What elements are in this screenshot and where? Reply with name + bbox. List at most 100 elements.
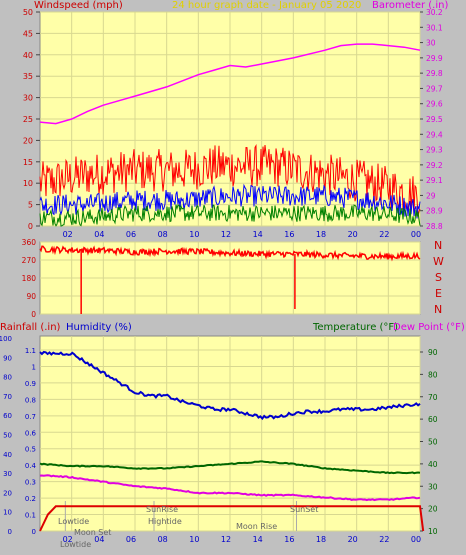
time-tick-label: 02 bbox=[63, 230, 73, 239]
direction-tick-label: 0 bbox=[31, 310, 36, 319]
rainfall-series bbox=[39, 505, 425, 532]
event-lowtide-2: Lowtide bbox=[60, 540, 92, 549]
windspeed-tick-label: 35 bbox=[23, 72, 33, 81]
rainfall-tick-label: 1.1 bbox=[25, 347, 36, 355]
rainfall-tick-label: 0.2 bbox=[25, 495, 36, 503]
time-tick-label: 04 bbox=[94, 535, 104, 544]
humidity-tick-label: 60 bbox=[3, 412, 12, 420]
humidity-tick-label: 70 bbox=[3, 393, 12, 401]
barometer-tick-label: 29.3 bbox=[426, 146, 443, 155]
event-sunset: SunSet bbox=[290, 505, 319, 514]
temperature-series bbox=[39, 460, 421, 475]
temperature-line bbox=[39, 460, 421, 475]
temperature-axis-title: Temperature (°F) bbox=[313, 322, 399, 333]
barometer-series bbox=[39, 43, 421, 125]
direction-label-w: W bbox=[433, 255, 444, 268]
rainfall-line bbox=[39, 505, 425, 532]
windspeed-tick-label: 50 bbox=[23, 8, 33, 17]
humidity-tick-label: 90 bbox=[3, 354, 12, 362]
wind-direction-series bbox=[39, 245, 421, 314]
gust-series bbox=[39, 143, 421, 217]
time-tick-label: 02 bbox=[63, 535, 73, 544]
time-tick-label: 06 bbox=[126, 230, 136, 239]
time-tick-label: 04 bbox=[94, 230, 104, 239]
barometer-tick-label: 29.1 bbox=[426, 176, 443, 185]
temperature-tick-label: 80 bbox=[428, 370, 438, 379]
direction-label-n: N bbox=[434, 239, 443, 252]
temperature-tick-label: 40 bbox=[428, 460, 438, 469]
windspeed-tick-label: 30 bbox=[23, 94, 33, 103]
humidity-tick-label: 40 bbox=[3, 451, 12, 459]
time-tick-label: 18 bbox=[316, 535, 326, 544]
dewpoint-axis-title: Dew Point (°F) bbox=[393, 322, 465, 333]
temperature-tick-label: 90 bbox=[428, 348, 438, 357]
temperature-tick-label: 30 bbox=[428, 482, 438, 491]
event-moonset: Moon Set bbox=[74, 528, 112, 537]
humidity-series bbox=[39, 350, 421, 421]
time-tick-label: 16 bbox=[284, 230, 294, 239]
humidity-axis-title: Humidity (%) bbox=[66, 322, 132, 333]
humidity-tick-label: 50 bbox=[3, 432, 12, 440]
humidity-tick-label: 30 bbox=[3, 470, 12, 478]
graph-date-title: 24 hour graph date - January 05 2020 bbox=[172, 0, 362, 11]
dewpoint-line bbox=[39, 474, 421, 502]
rainfall-tick-label: 0.5 bbox=[25, 446, 36, 454]
event-hightide: Hightide bbox=[148, 517, 182, 526]
time-tick-label: 14 bbox=[253, 230, 263, 239]
barometer-tick-label: 29 bbox=[426, 191, 436, 200]
time-tick-label: 08 bbox=[158, 535, 168, 544]
direction-label-n2: N bbox=[434, 303, 443, 316]
time-tick-label: 20 bbox=[348, 230, 358, 239]
temperature-tick-label: 70 bbox=[428, 393, 438, 402]
temperature-tick-label: 60 bbox=[428, 415, 438, 424]
time-tick-label: 08 bbox=[158, 230, 168, 239]
temp-humidity-grid bbox=[40, 336, 421, 532]
barometer-tick-label: 29.7 bbox=[426, 84, 443, 93]
time-tick-label: 18 bbox=[316, 230, 326, 239]
time-tick-label: 22 bbox=[379, 230, 389, 239]
time-tick-label: 22 bbox=[379, 535, 389, 544]
windspeed-tick-label: 15 bbox=[23, 158, 33, 167]
time-tick-label: 00 bbox=[411, 230, 421, 239]
humidity-tick-label: 10 bbox=[3, 509, 12, 517]
windspeed-tick-label: 45 bbox=[23, 29, 33, 38]
direction-tick-label: 270 bbox=[22, 256, 37, 265]
time-tick-label: 14 bbox=[253, 535, 263, 544]
barometer-tick-label: 29.6 bbox=[426, 100, 443, 109]
temperature-tick-label: 50 bbox=[428, 438, 438, 447]
barometer-tick-label: 28.9 bbox=[426, 207, 443, 216]
wind-avg-series bbox=[39, 183, 421, 219]
barometer-tick-label: 29.5 bbox=[426, 115, 443, 124]
windspeed-tick-label: 25 bbox=[23, 115, 33, 124]
dewpoint-series bbox=[39, 474, 421, 502]
time-axis-ticks: 02 04 06 08 10 12 14 16 18 20 22 00 bbox=[63, 230, 422, 239]
windspeed-tick-label: 20 bbox=[23, 136, 33, 145]
rainfall-tick-label: 0.7 bbox=[25, 413, 36, 421]
windspeed-tick-label: 5 bbox=[28, 201, 33, 210]
barometer-tick-label: 29.4 bbox=[426, 130, 443, 139]
event-sunrise: SunRise bbox=[146, 505, 179, 514]
humidity-line bbox=[39, 350, 421, 421]
humidity-tick-label: 100 bbox=[0, 335, 12, 343]
wind-avg-line bbox=[39, 183, 421, 219]
windspeed-axis-ticks: 0 5 10 15 20 25 30 35 40 45 50 bbox=[23, 8, 40, 231]
humidity-tick-label: 20 bbox=[3, 489, 12, 497]
event-lowtide-1: Lowtide bbox=[58, 517, 90, 526]
barometer-axis-ticks: 28.8 28.9 29 29.1 29.2 29.3 29.4 29.5 29.6 29.7 29… bbox=[420, 8, 443, 231]
barometer-tick-label: 30.1 bbox=[426, 23, 443, 32]
windspeed-tick-label: 10 bbox=[23, 179, 33, 188]
temperature-tick-label: 20 bbox=[428, 505, 438, 514]
barometer-line bbox=[39, 43, 421, 125]
direction-label-e: E bbox=[435, 287, 442, 300]
barometer-axis-title: Barometer (.in) bbox=[372, 0, 449, 11]
time-tick-label: 00 bbox=[411, 535, 421, 544]
barometer-tick-label: 28.8 bbox=[426, 222, 443, 231]
barometer-tick-label: 29.2 bbox=[426, 161, 443, 170]
windspeed-tick-label: 40 bbox=[23, 51, 33, 60]
time-tick-label: 16 bbox=[284, 535, 294, 544]
time-tick-label: 12 bbox=[221, 230, 231, 239]
direction-line bbox=[39, 245, 421, 262]
rainfall-tick-label: 0 bbox=[32, 528, 36, 536]
direction-tick-label: 90 bbox=[26, 292, 36, 301]
